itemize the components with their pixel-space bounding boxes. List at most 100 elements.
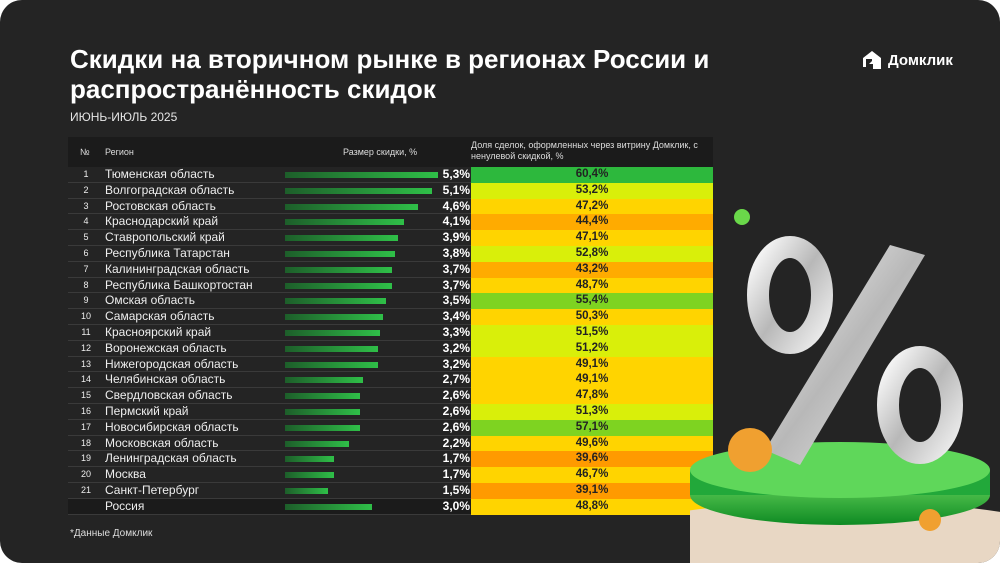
row-number: 5 xyxy=(83,232,89,243)
table-row: 1 Тюменская область 5,3% 60,4% xyxy=(68,167,713,183)
share-cell: 51,5% xyxy=(471,324,713,341)
share-cell: 49,6% xyxy=(471,435,713,452)
discount-value: 2,6% xyxy=(442,403,470,418)
row-region: Республика Башкортостан xyxy=(105,277,253,292)
table-row: 8 Республика Башкортостан 3,7% 48,7% xyxy=(68,277,713,294)
row-number: 9 xyxy=(83,295,89,306)
percent-illustration xyxy=(690,209,1000,563)
table-row: 14 Челябинская область 2,7% 49,1% xyxy=(68,372,713,389)
row-number: 19 xyxy=(80,453,91,464)
share-cell: 47,8% xyxy=(471,388,713,404)
share-cell: 39,6% xyxy=(471,451,713,468)
row-number: 18 xyxy=(80,437,91,448)
discount-value: 1,7% xyxy=(442,467,470,482)
row-region: Московская область xyxy=(105,435,219,450)
row-region: Пермский край xyxy=(105,403,189,418)
discount-bar xyxy=(285,314,384,321)
discount-bar xyxy=(285,503,372,510)
table-row: 4 Краснодарский край 4,1% 44,4% xyxy=(68,214,713,231)
total-row: Россия 3,0% 48,8% xyxy=(68,498,713,515)
table-row: 21 Санкт-Петербург 1,5% 39,1% xyxy=(68,482,713,499)
col-region: Регион xyxy=(105,147,134,157)
row-region: Ставропольский край xyxy=(105,230,225,245)
discount-value: 2,6% xyxy=(442,419,470,434)
discount-value: 2,2% xyxy=(442,435,470,450)
row-number: 4 xyxy=(83,216,89,227)
row-number: 10 xyxy=(80,311,91,322)
table-row: 2 Волгоградская область 5,1% 53,2% xyxy=(68,182,713,199)
discount-value: 3,4% xyxy=(442,309,470,324)
table-row: 10 Самарская область 3,4% 50,3% xyxy=(68,309,713,325)
share-cell: 44,4% xyxy=(471,214,713,231)
table-row: 6 Республика Татарстан 3,8% 52,8% xyxy=(68,245,713,262)
discount-bar xyxy=(285,235,398,242)
row-number: 8 xyxy=(83,279,89,290)
discount-bar xyxy=(285,203,418,210)
row-number: 6 xyxy=(83,247,89,258)
row-region: Челябинская область xyxy=(105,372,226,387)
row-region: Калининградская область xyxy=(105,261,250,276)
discount-bar xyxy=(285,487,329,494)
share-cell: 46,7% xyxy=(471,467,713,483)
discount-value: 2,7% xyxy=(442,372,470,387)
table-header: № Регион Размер скидки, % Доля сделок, о… xyxy=(68,137,713,167)
row-number: 2 xyxy=(83,184,89,195)
discount-bar xyxy=(285,187,433,194)
discount-value: 5,3% xyxy=(442,167,470,181)
row-number: 3 xyxy=(83,200,89,211)
row-number: 11 xyxy=(81,326,91,337)
table-row: 20 Москва 1,7% 46,7% xyxy=(68,467,713,483)
brand-name: Домклик xyxy=(888,51,953,69)
discount-value: 1,7% xyxy=(442,451,470,466)
house-logo-icon xyxy=(863,51,881,69)
footnote: *Данные Домклик xyxy=(70,528,153,539)
discount-value: 3,7% xyxy=(442,277,470,292)
discount-value: 4,1% xyxy=(442,214,470,229)
discount-value: 2,6% xyxy=(442,388,470,403)
brand-logo: Домклик xyxy=(862,50,953,70)
row-number: 20 xyxy=(80,469,91,480)
table-row: 9 Омская область 3,5% 55,4% xyxy=(68,293,713,310)
discount-bar xyxy=(285,282,392,289)
share-cell: 48,7% xyxy=(471,277,713,294)
share-cell: 53,2% xyxy=(471,182,713,199)
row-region: Республика Татарстан xyxy=(105,245,230,260)
share-cell: 51,2% xyxy=(471,340,713,357)
row-region: Россия xyxy=(105,498,145,513)
period-subtitle: ИЮНЬ-ИЮЛЬ 2025 xyxy=(70,110,178,124)
table-row: 19 Ленинградская область 1,7% 39,6% xyxy=(68,451,713,468)
discount-bar xyxy=(285,298,387,305)
row-number: 16 xyxy=(80,405,91,416)
discount-bar xyxy=(285,361,378,368)
share-cell: 52,8% xyxy=(471,245,713,262)
row-number: 13 xyxy=(80,358,91,369)
share-cell: 57,1% xyxy=(471,419,713,436)
discount-bar xyxy=(285,440,349,447)
row-region: Красноярский край xyxy=(105,324,212,339)
discount-value: 3,0% xyxy=(442,498,470,513)
discount-bar xyxy=(285,377,363,384)
share-cell: 48,8% xyxy=(471,498,713,515)
row-number: 7 xyxy=(83,263,89,274)
col-discount: Размер скидки, % xyxy=(343,147,418,157)
discount-bar xyxy=(285,219,404,226)
share-cell: 43,2% xyxy=(471,261,713,278)
table-row: 5 Ставропольский край 3,9% 47,1% xyxy=(68,230,713,246)
row-region: Москва xyxy=(105,467,146,482)
row-region: Нижегородская область xyxy=(105,356,239,371)
row-number: 14 xyxy=(80,374,91,385)
table-row: 11 Красноярский край 3,3% 51,5% xyxy=(68,324,713,341)
table-row: 17 Новосибирская область 2,6% 57,1% xyxy=(68,419,713,436)
row-number: 15 xyxy=(80,390,91,401)
row-number: 12 xyxy=(80,342,91,353)
row-region: Свердловская область xyxy=(105,388,233,403)
table-row: 15 Свердловская область 2,6% 47,8% xyxy=(68,388,713,404)
row-number: 1 xyxy=(83,169,89,179)
row-region: Воронежская область xyxy=(105,340,227,355)
row-region: Ростовская область xyxy=(105,198,216,213)
page-title: Скидки на вторичном рынке в регионах Рос… xyxy=(70,44,710,104)
discount-bar xyxy=(285,250,395,257)
table-row: 18 Московская область 2,2% 49,6% xyxy=(68,435,713,452)
share-cell: 49,1% xyxy=(471,372,713,389)
